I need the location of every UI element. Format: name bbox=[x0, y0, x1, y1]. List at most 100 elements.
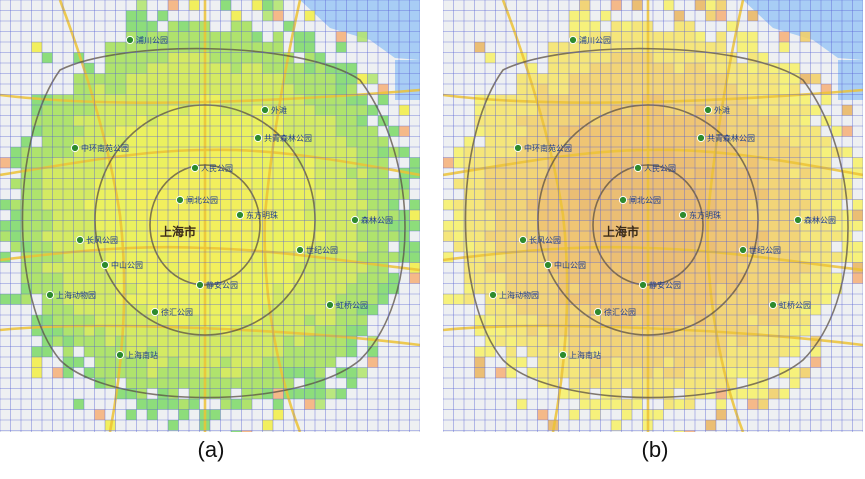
park-icon bbox=[260, 105, 270, 115]
panel-caption-a: (a) bbox=[197, 437, 225, 462]
poi-label: 森林公园 bbox=[804, 215, 836, 225]
poi-marker: 闸北公园 bbox=[618, 195, 661, 205]
poi-label: 中山公园 bbox=[554, 260, 586, 270]
park-icon bbox=[253, 133, 263, 143]
park-icon bbox=[45, 290, 55, 300]
poi-label: 外滩 bbox=[271, 105, 287, 115]
road-4 bbox=[706, 0, 745, 432]
park-icon bbox=[75, 235, 85, 245]
park-icon bbox=[558, 350, 568, 360]
sea-area bbox=[743, 0, 863, 60]
poi-marker: 共青森林公园 bbox=[253, 133, 312, 143]
city-label: 上海市 bbox=[160, 224, 196, 239]
poi-label: 共青森林公园 bbox=[264, 133, 312, 143]
poi-marker: 世纪公园 bbox=[295, 245, 338, 255]
park-icon bbox=[100, 260, 110, 270]
poi-marker: 浦川公园 bbox=[568, 35, 611, 45]
poi-label: 外滩 bbox=[714, 105, 730, 115]
poi-marker: 上海动物园 bbox=[45, 290, 96, 300]
inner-ring-road bbox=[592, 164, 704, 286]
poi-marker: 世纪公园 bbox=[738, 245, 781, 255]
poi-label: 徐汇公园 bbox=[604, 307, 636, 317]
poi-marker: 人民公园 bbox=[633, 163, 676, 173]
poi-marker: 闸北公园 bbox=[175, 195, 218, 205]
park-icon bbox=[633, 163, 643, 173]
park-icon bbox=[768, 300, 778, 310]
park-icon bbox=[638, 280, 648, 290]
poi-label: 中山公园 bbox=[111, 260, 143, 270]
heatmap-panel-b: 浦川公园中环南苑公园 共青森林公园人民公园长风公园世纪公园中山公园徐汇公园 外滩东方… bbox=[443, 0, 863, 432]
poi-marker: 徐汇公园 bbox=[593, 307, 636, 317]
park-icon bbox=[70, 143, 80, 153]
park-icon bbox=[150, 307, 160, 317]
poi-marker: 上海南站 bbox=[558, 350, 601, 360]
park-icon bbox=[543, 260, 553, 270]
outer-ring-road bbox=[464, 47, 849, 399]
poi-marker: 上海南站 bbox=[115, 350, 158, 360]
grid-overlay bbox=[0, 0, 420, 432]
poi-label: 长风公园 bbox=[86, 235, 118, 245]
poi-marker: 共青森林公园 bbox=[696, 133, 755, 143]
poi-label: 虹桥公园 bbox=[779, 300, 811, 310]
park-icon bbox=[350, 215, 360, 225]
park-icon bbox=[325, 300, 335, 310]
poi-label: 中环南苑公园 bbox=[524, 143, 572, 153]
park-icon bbox=[696, 133, 706, 143]
grid-overlay bbox=[443, 0, 863, 432]
poi-marker: 徐汇公园 bbox=[150, 307, 193, 317]
poi-marker: 中山公园 bbox=[100, 260, 143, 270]
poi-label: 人民公园 bbox=[201, 164, 233, 173]
park-icon bbox=[618, 195, 628, 205]
park-icon bbox=[235, 210, 245, 220]
poi-marker: 外滩 bbox=[703, 105, 730, 115]
park-icon bbox=[175, 195, 185, 205]
poi-label: 世纪公园 bbox=[306, 245, 338, 255]
poi-label: 上海南站 bbox=[569, 350, 601, 360]
park-icon bbox=[488, 290, 498, 300]
park-icon bbox=[190, 163, 200, 173]
park-icon bbox=[513, 143, 523, 153]
poi-marker: 静安公园 bbox=[195, 280, 238, 290]
park-icon bbox=[125, 35, 135, 45]
road-3 bbox=[501, 0, 569, 432]
poi-marker: 长风公园 bbox=[518, 235, 561, 245]
poi-label: 东方明珠 bbox=[246, 210, 278, 220]
poi-marker: 森林公园 bbox=[350, 215, 393, 225]
poi-marker: 森林公园 bbox=[793, 215, 836, 225]
sea-area bbox=[300, 0, 420, 60]
poi-marker: 东方明珠 bbox=[678, 210, 721, 220]
park-icon bbox=[738, 245, 748, 255]
park-icon bbox=[295, 245, 305, 255]
poi-label: 东方明珠 bbox=[689, 210, 721, 220]
poi-marker: 东方明珠 bbox=[235, 210, 278, 220]
poi-label: 森林公园 bbox=[361, 215, 393, 225]
outer-ring-road bbox=[21, 47, 406, 399]
park-icon bbox=[793, 215, 803, 225]
poi-label: 世纪公园 bbox=[749, 245, 781, 255]
park-icon bbox=[678, 210, 688, 220]
poi-label: 人民公园 bbox=[644, 164, 676, 173]
poi-label: 浦川公园 bbox=[136, 35, 168, 45]
poi-marker: 中环南苑公园 bbox=[513, 143, 572, 153]
inner-ring-road bbox=[149, 164, 261, 286]
park-icon bbox=[518, 235, 528, 245]
park-icon bbox=[593, 307, 603, 317]
poi-label: 长风公园 bbox=[529, 235, 561, 245]
poi-label: 共青森林公园 bbox=[707, 133, 755, 143]
poi-label: 上海动物园 bbox=[56, 290, 96, 300]
poi-marker: 长风公园 bbox=[75, 235, 118, 245]
poi-marker: 静安公园 bbox=[638, 280, 681, 290]
poi-label: 闸北公园 bbox=[629, 196, 661, 205]
poi-label: 徐汇公园 bbox=[161, 307, 193, 317]
poi-label: 上海南站 bbox=[126, 350, 158, 360]
poi-label: 虹桥公园 bbox=[336, 300, 368, 310]
poi-marker: 虹桥公园 bbox=[768, 300, 811, 310]
poi-marker: 外滩 bbox=[260, 105, 287, 115]
poi-label: 中环南苑公园 bbox=[81, 143, 129, 153]
park-icon bbox=[703, 105, 713, 115]
panel-caption-b: (b) bbox=[641, 437, 669, 462]
heatmap-cells bbox=[0, 0, 420, 432]
